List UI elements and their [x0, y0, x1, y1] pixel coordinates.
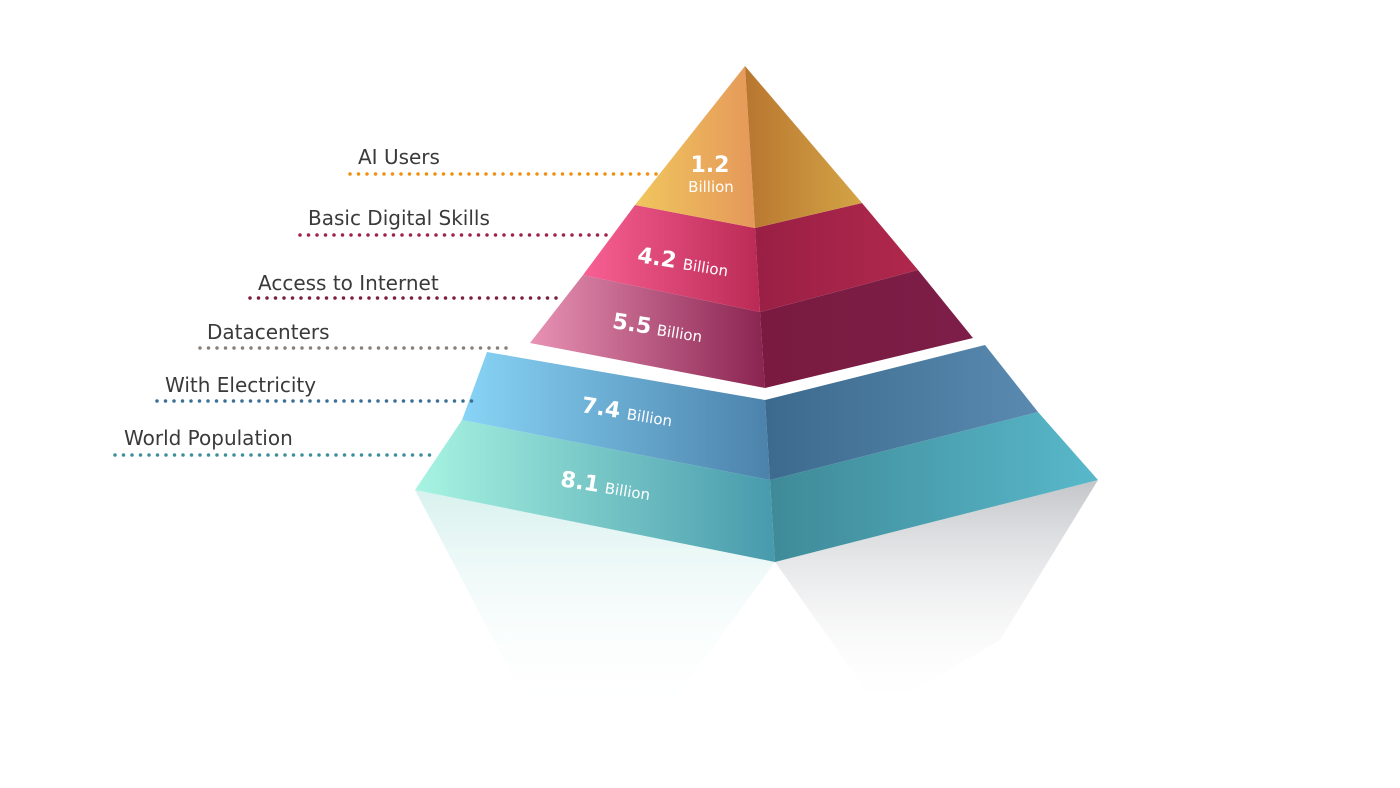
value-world-population: 8.1 — [559, 467, 601, 498]
label-datacenters: Datacenters — [207, 320, 330, 344]
level-world-population-right-face — [770, 412, 1098, 562]
level-ai-users-left-face — [635, 66, 755, 228]
level-with-electricity-right-face — [765, 345, 1038, 480]
label-basic-digital-skills: Basic Digital Skills — [308, 206, 490, 230]
unit-ai-users: Billion — [688, 178, 734, 196]
level-world-population-left-face — [415, 420, 775, 562]
level-basic-digital-skills-right-face — [755, 203, 918, 312]
label-with-electricity: With Electricity — [165, 373, 316, 397]
level-with-electricity-left-face — [462, 352, 770, 480]
value-with-electricity: 7.4 — [580, 393, 622, 424]
value-ai-users: 1.2 — [691, 153, 730, 178]
level-basic-digital-skills-left-face — [583, 205, 760, 312]
label-ai-users: AI Users — [358, 145, 440, 169]
label-world-population: World Population — [124, 426, 293, 450]
level-access-to-internet-right-face — [760, 270, 973, 388]
level-ai-users-right-face — [745, 66, 862, 228]
value-basic-digital-skills: 4.2 — [636, 243, 678, 274]
level-access-to-internet-left-face — [530, 275, 765, 388]
label-access-to-internet: Access to Internet — [258, 271, 439, 295]
pyramid-reflection — [415, 490, 775, 720]
pyramid-shadow — [775, 480, 1098, 710]
value-access-to-internet: 5.5 — [611, 309, 653, 340]
